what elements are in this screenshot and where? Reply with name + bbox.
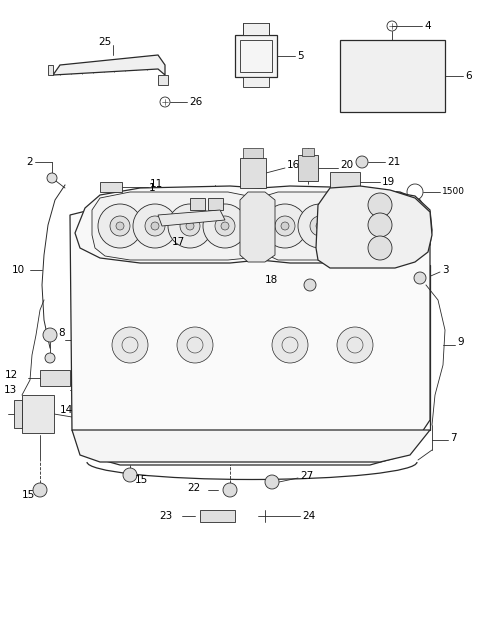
Circle shape	[380, 216, 400, 236]
Circle shape	[368, 236, 392, 260]
FancyBboxPatch shape	[190, 198, 205, 210]
Circle shape	[116, 222, 124, 230]
Circle shape	[110, 216, 130, 236]
Circle shape	[351, 222, 359, 230]
Text: 15: 15	[135, 475, 148, 485]
Text: 9: 9	[457, 337, 464, 347]
Text: 8: 8	[58, 328, 65, 338]
Circle shape	[151, 222, 159, 230]
FancyBboxPatch shape	[208, 198, 223, 210]
Polygon shape	[316, 186, 432, 268]
Text: 25: 25	[98, 37, 112, 47]
Circle shape	[368, 204, 412, 248]
FancyBboxPatch shape	[235, 35, 277, 77]
FancyBboxPatch shape	[298, 155, 318, 181]
Text: 4: 4	[424, 21, 431, 31]
Circle shape	[281, 222, 289, 230]
Circle shape	[215, 216, 235, 236]
Circle shape	[386, 222, 394, 230]
Polygon shape	[240, 192, 275, 262]
Circle shape	[298, 204, 342, 248]
Text: 21: 21	[387, 157, 400, 167]
FancyBboxPatch shape	[100, 182, 122, 192]
Circle shape	[345, 216, 365, 236]
FancyBboxPatch shape	[243, 148, 263, 158]
FancyBboxPatch shape	[243, 77, 269, 87]
Text: 7: 7	[450, 433, 456, 443]
Polygon shape	[72, 430, 430, 462]
Text: 1: 1	[148, 183, 155, 193]
Circle shape	[263, 204, 307, 248]
Circle shape	[272, 327, 308, 363]
Text: 5: 5	[297, 51, 304, 61]
Circle shape	[123, 468, 137, 482]
Text: 11: 11	[150, 179, 163, 189]
FancyBboxPatch shape	[240, 158, 266, 188]
Text: 12: 12	[5, 370, 18, 380]
Circle shape	[186, 222, 194, 230]
Circle shape	[45, 353, 55, 363]
Circle shape	[47, 173, 57, 183]
Circle shape	[145, 216, 165, 236]
FancyBboxPatch shape	[14, 400, 22, 428]
Text: 1500: 1500	[442, 188, 465, 197]
Circle shape	[265, 475, 279, 489]
Circle shape	[133, 204, 177, 248]
FancyBboxPatch shape	[22, 395, 54, 433]
Text: 17: 17	[171, 237, 185, 247]
Text: 22: 22	[187, 483, 200, 493]
Polygon shape	[92, 192, 255, 260]
FancyBboxPatch shape	[340, 40, 445, 112]
Circle shape	[33, 483, 47, 497]
Text: 16: 16	[287, 160, 300, 170]
Text: 18: 18	[265, 275, 278, 285]
Text: 14: 14	[60, 405, 73, 415]
Circle shape	[414, 272, 426, 284]
Text: 3: 3	[442, 265, 449, 275]
Circle shape	[168, 204, 212, 248]
FancyBboxPatch shape	[302, 148, 314, 156]
Text: 6: 6	[465, 71, 472, 81]
Text: 10: 10	[12, 265, 25, 275]
Circle shape	[275, 216, 295, 236]
Polygon shape	[260, 192, 418, 260]
Polygon shape	[70, 190, 430, 465]
Text: 26: 26	[189, 97, 202, 107]
Circle shape	[333, 204, 377, 248]
Text: 24: 24	[302, 511, 315, 521]
Text: 27: 27	[300, 471, 313, 481]
Circle shape	[203, 204, 247, 248]
Polygon shape	[48, 65, 53, 75]
Circle shape	[310, 216, 330, 236]
Circle shape	[43, 328, 57, 342]
Polygon shape	[75, 186, 432, 263]
Circle shape	[316, 222, 324, 230]
Circle shape	[356, 156, 368, 168]
Circle shape	[177, 327, 213, 363]
Text: 19: 19	[382, 177, 395, 187]
Circle shape	[180, 216, 200, 236]
Circle shape	[223, 483, 237, 497]
Text: 2: 2	[26, 157, 33, 167]
Circle shape	[304, 279, 316, 291]
FancyBboxPatch shape	[243, 23, 269, 35]
Circle shape	[368, 213, 392, 237]
Circle shape	[337, 327, 373, 363]
Circle shape	[98, 204, 142, 248]
Polygon shape	[53, 55, 165, 75]
Circle shape	[221, 222, 229, 230]
Circle shape	[368, 193, 392, 217]
FancyBboxPatch shape	[40, 370, 70, 386]
Text: 15: 15	[22, 490, 35, 500]
Text: 20: 20	[340, 160, 353, 170]
FancyBboxPatch shape	[330, 172, 360, 192]
Polygon shape	[158, 210, 225, 226]
Circle shape	[112, 327, 148, 363]
Text: 13: 13	[3, 385, 17, 395]
FancyBboxPatch shape	[200, 510, 235, 522]
Polygon shape	[158, 75, 168, 85]
Text: 23: 23	[159, 511, 172, 521]
